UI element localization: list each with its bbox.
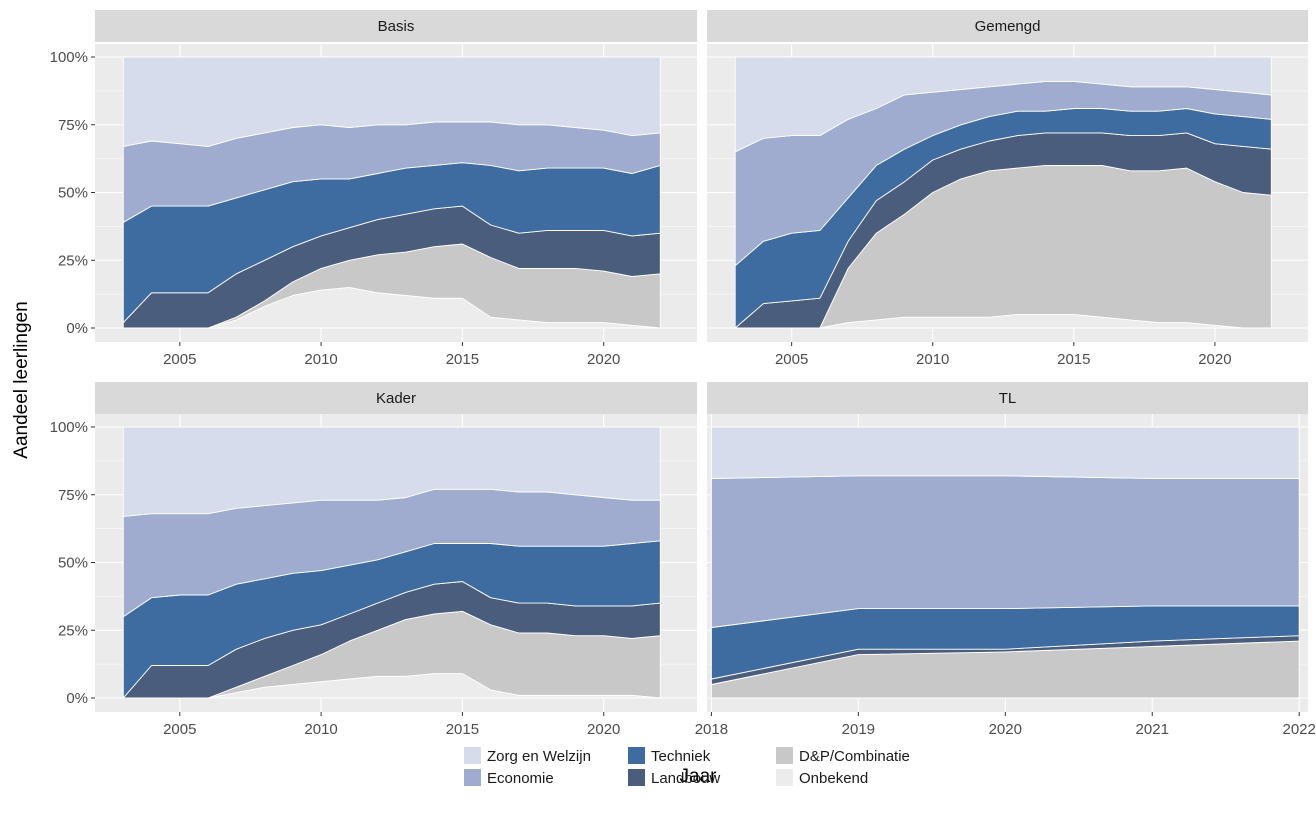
x-tick-label: 2020 <box>1198 351 1231 368</box>
facet-strip <box>95 382 697 414</box>
stacked-areas <box>734 56 1272 329</box>
x-tick-label: 2005 <box>163 351 196 368</box>
legend-swatch <box>464 769 481 786</box>
x-tick-label: 2010 <box>916 351 949 368</box>
area-zorg-en-welzijn <box>734 56 1272 153</box>
legend-label: Onbekend <box>799 770 868 787</box>
y-tick-label: 100% <box>50 49 88 66</box>
x-tick-label: 2022 <box>1282 721 1315 738</box>
legend-swatch <box>776 747 793 764</box>
x-tick-label: 2005 <box>163 721 196 738</box>
panel-kader: Kader 0% 25% 50% 75% 100% 2005 2010 2015 2020 <box>50 382 697 738</box>
legend-swatch <box>628 769 645 786</box>
area-zorg-en-welzijn <box>122 426 661 517</box>
facet-strip-label: Gemengd <box>975 18 1041 35</box>
stacked-areas <box>710 426 1300 699</box>
legend-item-economie: Economie <box>464 769 554 787</box>
x-tick-label: 2010 <box>304 351 337 368</box>
x-tick-label: 2010 <box>304 721 337 738</box>
legend-swatch <box>628 747 645 764</box>
x-tick-label: 2005 <box>775 351 808 368</box>
stacked-areas <box>122 56 661 329</box>
y-tick-label: 100% <box>50 419 88 436</box>
stacked-areas <box>122 426 661 699</box>
facet-strip-label: Kader <box>376 390 416 407</box>
x-tick-label: 2015 <box>446 351 479 368</box>
x-tick-label: 2020 <box>587 351 620 368</box>
legend-label: Landbouw <box>651 770 720 787</box>
y-tick-label: 50% <box>58 185 88 202</box>
facet-strip <box>707 10 1308 42</box>
legend-label: Economie <box>487 770 554 787</box>
facet-strip <box>95 10 697 42</box>
legend-label: Zorg en Welzijn <box>487 748 591 765</box>
y-tick-label: 0% <box>66 320 88 337</box>
y-tick-label: 75% <box>58 487 88 504</box>
x-tick-label: 2019 <box>842 721 875 738</box>
x-tick-label: 2021 <box>1136 721 1169 738</box>
legend: Zorg en Welzijn Economie Techniek Landbouw D… <box>464 747 910 787</box>
x-tick-label: 2015 <box>446 721 479 738</box>
y-tick-label: 75% <box>58 117 88 134</box>
x-tick-label: 2015 <box>1057 351 1090 368</box>
legend-item-d-p-combinatie: D&P/Combinatie <box>776 747 910 765</box>
facet-strip <box>707 382 1308 414</box>
legend-item-techniek: Techniek <box>628 747 711 765</box>
facet-strip-label: Basis <box>378 18 415 35</box>
x-tick-label: 2018 <box>695 721 728 738</box>
x-tick-label: 2020 <box>587 721 620 738</box>
area-zorg-en-welzijn <box>710 426 1300 479</box>
area-economie <box>710 475 1300 628</box>
legend-item-zorg-en-welzijn: Zorg en Welzijn <box>464 747 591 765</box>
y-tick-label: 25% <box>58 622 88 639</box>
y-axis-title: Aandeel leerlingen <box>11 301 32 458</box>
legend-label: D&P/Combinatie <box>799 748 910 765</box>
legend-item-onbekend: Onbekend <box>776 769 868 787</box>
area-zorg-en-welzijn <box>122 56 661 147</box>
y-tick-label: 50% <box>58 555 88 572</box>
y-tick-label: 0% <box>66 690 88 707</box>
facet-strip-label: TL <box>999 390 1017 407</box>
legend-label: Techniek <box>651 748 711 765</box>
x-tick-label: 2020 <box>989 721 1022 738</box>
legend-swatch <box>464 747 481 764</box>
panel-gemengd: Gemengd 2005 2010 2015 2020 <box>707 10 1308 368</box>
legend-item-landbouw: Landbouw <box>628 769 720 787</box>
panel-tl: TL 2018 2019 2020 2021 2022 <box>695 382 1316 738</box>
x-axis-title: Jaar <box>680 766 718 787</box>
y-tick-label: 25% <box>58 252 88 269</box>
panel-basis: Basis 0% 25% 50% 75% 100% 2005 2010 2015 2020 <box>50 10 697 368</box>
legend-swatch <box>776 769 793 786</box>
